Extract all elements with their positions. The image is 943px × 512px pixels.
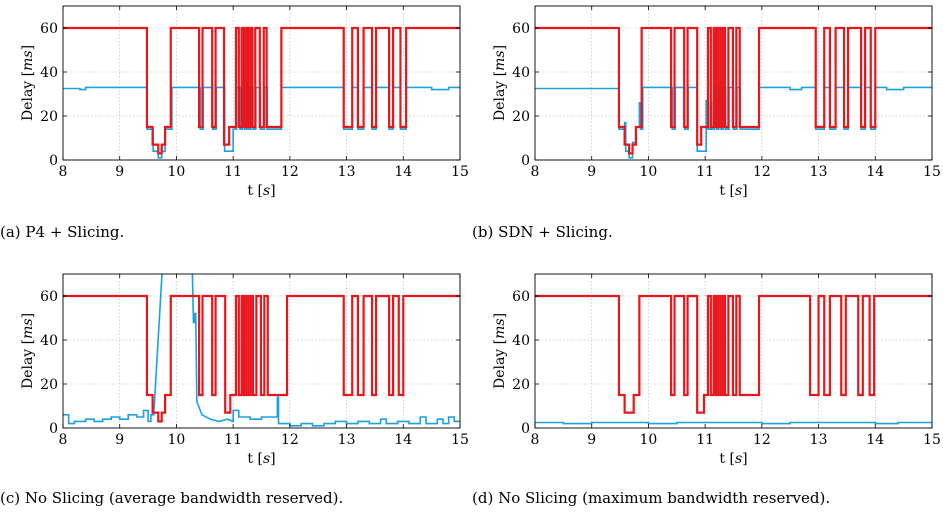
- x-tick-label: 12: [281, 432, 299, 448]
- x-tick-label: 14: [866, 432, 884, 448]
- x-tick-label: 11: [696, 432, 714, 448]
- x-tick-label: 12: [753, 432, 771, 448]
- x-tick-label: 11: [696, 164, 714, 180]
- subfigure-caption: (a) P4 + Slicing.: [0, 223, 124, 241]
- x-tick-label: 14: [866, 164, 884, 180]
- subfigure-caption: (d) No Slicing (maximum bandwidth reserv…: [472, 489, 830, 507]
- series-line-2: [63, 294, 460, 423]
- y-tick-label: 40: [40, 65, 58, 81]
- x-tick-label: 15: [451, 164, 469, 180]
- x-tick-label: 15: [923, 432, 941, 448]
- chart-panel-c: 8 9 10 11 12 13 14 15 0 20 40 60 t [s] Delay [ms] (c) …: [0, 273, 469, 507]
- x-tick-label: 15: [451, 432, 469, 448]
- x-tick-label: 15: [923, 164, 941, 180]
- x-tick-label: 10: [168, 432, 186, 448]
- x-tick-label: 10: [640, 164, 658, 180]
- x-axis-label: t [s]: [247, 451, 275, 467]
- subfigure-caption: (b) SDN + Slicing.: [472, 223, 613, 241]
- plot-frame: [62, 5, 461, 161]
- y-tick-label: 60: [512, 21, 530, 37]
- x-tick-label: 8: [59, 164, 68, 180]
- y-axis-label: Delay [ms]: [20, 313, 36, 389]
- x-axis-label: t [s]: [719, 451, 747, 467]
- plot-frame: [534, 273, 933, 429]
- y-axis-label: Delay [ms]: [20, 45, 36, 121]
- x-tick-label: 9: [115, 432, 124, 448]
- series-line-2: [535, 26, 932, 155]
- y-tick-label: 20: [40, 109, 58, 125]
- series-line-1: [63, 274, 460, 427]
- x-tick-label: 14: [394, 432, 412, 448]
- x-tick-label: 8: [531, 164, 540, 180]
- chart-panel-a: 8 9 10 11 12 13 14 15 0 20 40 60 t [s] Delay [ms] (a) …: [0, 5, 469, 241]
- x-tick-label: 10: [168, 164, 186, 180]
- x-tick-label: 12: [281, 164, 299, 180]
- y-tick-label: 40: [512, 333, 530, 349]
- x-tick-label: 12: [753, 164, 771, 180]
- subfigure-caption: (c) No Slicing (average bandwidth reserv…: [0, 489, 343, 507]
- x-tick-label: 11: [224, 164, 242, 180]
- series-line-2: [535, 294, 932, 414]
- x-tick-label: 8: [59, 432, 68, 448]
- x-tick-label: 13: [810, 164, 828, 180]
- y-tick-label: 20: [512, 377, 530, 393]
- y-tick-label: 60: [40, 289, 58, 305]
- x-tick-label: 14: [394, 164, 412, 180]
- y-tick-label: 0: [49, 421, 58, 437]
- y-tick-label: 20: [512, 109, 530, 125]
- x-tick-label: 13: [338, 164, 356, 180]
- series-line-1: [535, 421, 932, 425]
- x-tick-label: 9: [587, 164, 596, 180]
- x-tick-label: 11: [224, 432, 242, 448]
- x-tick-label: 10: [640, 432, 658, 448]
- y-tick-label: 60: [512, 289, 530, 305]
- y-tick-label: 60: [40, 21, 58, 37]
- y-tick-label: 40: [40, 333, 58, 349]
- y-axis-label: Delay [ms]: [492, 45, 508, 121]
- x-axis-label: t [s]: [247, 183, 275, 199]
- x-tick-label: 13: [338, 432, 356, 448]
- y-axis-label: Delay [ms]: [492, 313, 508, 389]
- x-tick-label: 8: [531, 432, 540, 448]
- y-tick-label: 0: [49, 153, 58, 169]
- y-tick-label: 0: [521, 421, 530, 437]
- x-tick-label: 9: [587, 432, 596, 448]
- y-tick-label: 40: [512, 65, 530, 81]
- chart-panel-b: 8 9 10 11 12 13 14 15 0 20 40 60 t [s] Delay [ms] (b) …: [472, 5, 941, 241]
- plot-frame: [534, 5, 933, 161]
- y-tick-label: 0: [521, 153, 530, 169]
- x-tick-label: 13: [810, 432, 828, 448]
- chart-panel-d: 8 9 10 11 12 13 14 15 0 20 40 60 t [s] Delay [ms] (d) …: [472, 273, 941, 507]
- x-tick-label: 9: [115, 164, 124, 180]
- x-axis-label: t [s]: [719, 183, 747, 199]
- y-tick-label: 20: [40, 377, 58, 393]
- plot-frame: [62, 273, 461, 429]
- series-line-2: [63, 26, 460, 155]
